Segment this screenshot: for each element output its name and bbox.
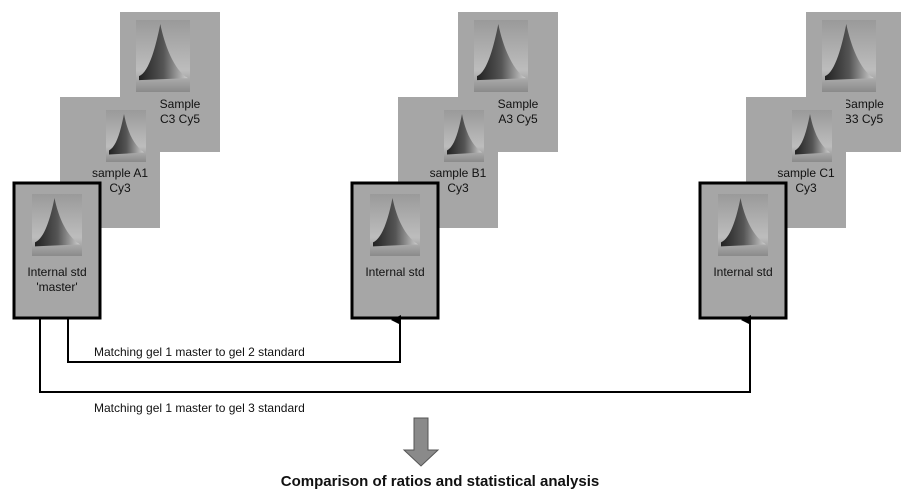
back-label: Sample bbox=[843, 97, 884, 111]
back-label: C3 Cy5 bbox=[160, 112, 200, 126]
middle-label: sample B1 bbox=[430, 166, 487, 180]
down-arrow bbox=[404, 418, 438, 466]
front-label: 'master' bbox=[36, 280, 77, 294]
back-label: A3 Cy5 bbox=[498, 112, 538, 126]
back-label: Sample bbox=[160, 97, 201, 111]
conclusion: Comparison of ratios and statistical ana… bbox=[281, 473, 599, 490]
middle-label: Cy3 bbox=[795, 181, 817, 195]
middle-label: sample C1 bbox=[777, 166, 835, 180]
middle-label: Cy3 bbox=[109, 181, 131, 195]
front-label: Internal std bbox=[365, 265, 424, 279]
middle-label: Cy3 bbox=[447, 181, 469, 195]
links: Matching gel 1 master to gel 2 standard … bbox=[40, 318, 750, 415]
link-label: Matching gel 1 master to gel 3 standard bbox=[94, 401, 305, 415]
diagram: SampleC3 Cy5sample A1Cy3Internal std'mas… bbox=[0, 0, 901, 494]
front-label: Internal std bbox=[713, 265, 772, 279]
back-label: B3 Cy5 bbox=[844, 112, 884, 126]
back-label: Sample bbox=[498, 97, 539, 111]
middle-label: sample A1 bbox=[92, 166, 148, 180]
front-label: Internal std bbox=[27, 265, 86, 279]
link-label: Matching gel 1 master to gel 2 standard bbox=[94, 345, 305, 359]
